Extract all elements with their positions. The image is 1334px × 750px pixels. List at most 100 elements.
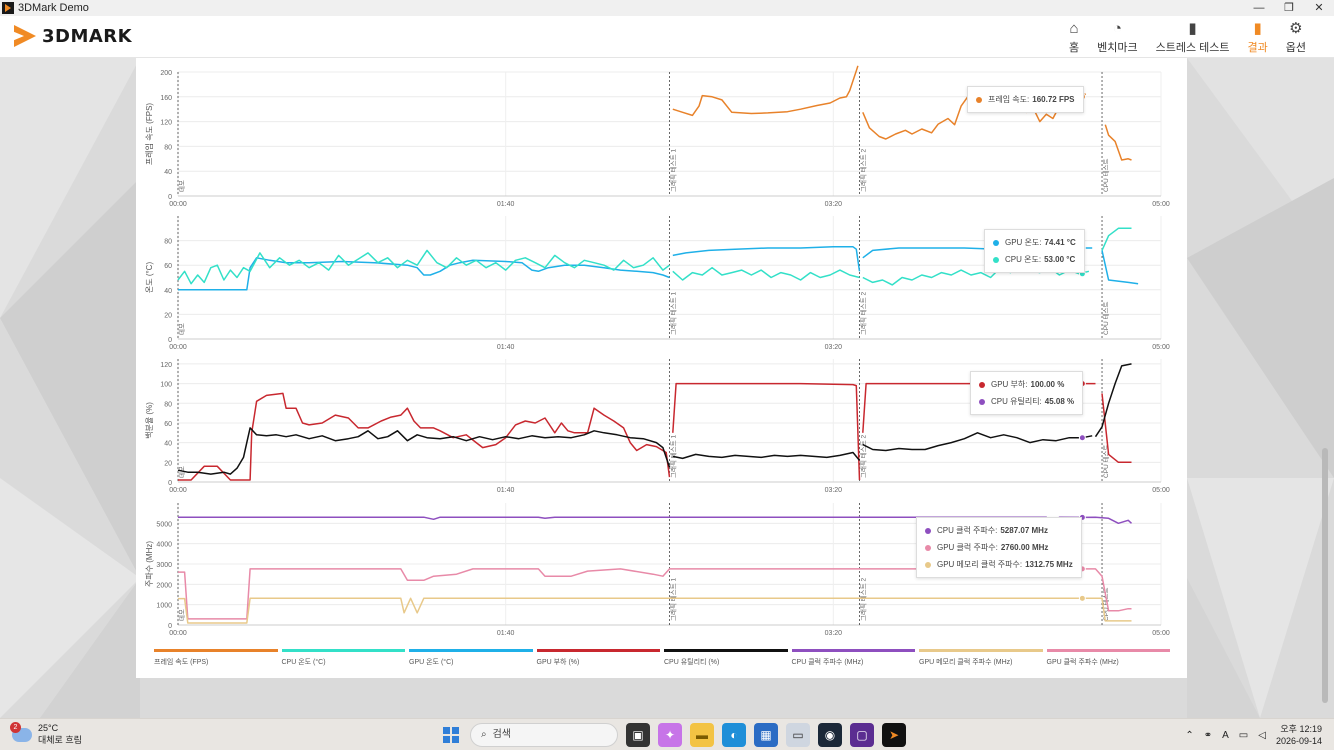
clock[interactable]: 오후 12:19 2026-09-14 [1276,723,1322,747]
stress-chart-icon: ▮ [1188,20,1197,37]
y-tick-label: 40 [164,288,172,295]
legend-color-bar [536,649,660,652]
steam-icon[interactable]: ◉ [818,723,842,747]
logo[interactable]: 3DMARK [12,21,132,51]
language-indicator[interactable]: A [1222,729,1229,741]
bottom-legend-item[interactable]: 프레임 속도 (FPS) [154,649,278,667]
x-tick-label: 01:40 [497,487,515,494]
taskbar-search[interactable]: ⌕ 검색 [470,723,618,747]
panel-legend-1: GPU 온도: 74.41 °C CPU 온도: 53.00 °C [984,229,1085,273]
3dmark-taskbar-icon[interactable]: ➤ [882,723,906,747]
x-tick-label: 03:20 [825,630,843,637]
y-tick-label: 80 [164,239,172,246]
y-tick-label: 100 [160,382,172,389]
browser-window-icon[interactable]: ▭ [786,723,810,747]
bottom-legend-item[interactable]: GPU 메모리 클럭 주파수 (MHz) [919,649,1043,667]
y-tick-label: 20 [164,312,172,319]
legend-dot [993,256,999,263]
cursor-dot [1078,594,1086,602]
bottom-legend-item[interactable]: GPU 부하 (%) [536,649,660,667]
x-tick-label: 01:40 [497,344,515,351]
nav-item-1[interactable]: ◔ 벤치마크 [1097,19,1137,55]
minimize-button[interactable]: — [1253,2,1265,14]
legend-color-bar [409,649,533,652]
nav-item-0[interactable]: ⌂ 홈 [1069,19,1079,55]
series-line-gpu_clock [178,568,1132,620]
legend-value: 53.00 °C [1044,255,1076,264]
bottom-legend-label: CPU 유틸리티 (%) [664,659,720,666]
legend-color-bar [1046,649,1170,652]
display-icon[interactable]: ▭ [1238,729,1249,741]
test-marker-label: 그래픽 테스트 1 [669,292,678,335]
weather-widget[interactable]: 2 25°C 대체로 흐림 [10,721,82,746]
y-tick-label: 200 [160,70,172,77]
y-tick-label: 60 [164,263,172,270]
x-tick-label: 03:20 [825,201,843,208]
legend-value: 100.00 % [1030,380,1065,389]
series-line-gpu_load [178,392,671,481]
series-line-cpu_temp [1101,227,1132,251]
bottom-legend-label: GPU 온도 (°C) [409,659,454,666]
series-line-cpu_util [672,451,861,461]
taskview-icon[interactable]: ▣ [626,723,650,747]
bottom-legend-item[interactable]: CPU 유틸리티 (%) [664,649,788,667]
legend-color-bar [919,649,1043,652]
notification-badge: 2 [10,721,21,733]
volume-icon[interactable]: ◁ [1258,729,1266,741]
legend-dot [979,381,985,388]
legend-value: 45.08 % [1044,397,1075,406]
legend-row: CPU 유틸리티: 45.08 % [979,393,1074,410]
y-tick-label: 4000 [156,542,172,549]
y-tick-label: 20 [164,460,172,467]
nav-item-2[interactable]: ▮ 스트레스 테스트 [1156,19,1230,55]
y-tick-label: 0 [168,194,172,201]
x-tick-label: 05:00 [1152,487,1170,494]
copilot-icon[interactable]: ✦ [658,723,682,747]
nav-item-4[interactable]: ⚙ 옵션 [1286,19,1306,55]
x-tick-label: 05:00 [1152,201,1170,208]
legend-label: GPU 부하: [991,380,1028,389]
bottom-legend-item[interactable]: GPU 클럭 주파수 (MHz) [1046,649,1170,667]
app-header: 3DMARK ⌂ 홈 ◔ 벤치마크 ▮ 스트레스 테스트 ▮ 결과 ⚙ 옵션 [0,16,1334,58]
maximize-button[interactable]: ❐ [1284,2,1294,14]
scrollbar-thumb[interactable] [1322,448,1328,703]
test-marker-label: 그래픽 테스트 2 [859,149,868,192]
bottom-legend-label: CPU 온도 (°C) [281,659,326,666]
y-tick-label: 0 [168,337,172,344]
legend-value: 160.72 FPS [1032,95,1075,104]
start-button[interactable] [440,724,462,746]
bottom-legend-label: GPU 클럭 주파수 (MHz) [1046,659,1119,666]
close-button[interactable]: ✕ [1314,2,1324,14]
clock-date: 2026-09-14 [1275,736,1322,746]
bottom-legend-item[interactable]: CPU 온도 (°C) [281,649,405,667]
y-tick-label: 120 [160,362,172,369]
test-marker-label: 그래픽 테스트 2 [859,292,868,335]
y-tick-label: 120 [160,120,172,127]
nav-item-label: 결과 [1247,42,1268,54]
bottom-legend-label: 프레임 속도 (FPS) [154,659,209,666]
series-line-cpu_util [1094,363,1132,438]
cloud-icon: 2 [10,721,32,742]
nav-item-3[interactable]: ▮ 결과 [1248,19,1268,55]
x-tick-label: 03:20 [825,487,843,494]
scrollbar[interactable] [1320,58,1330,718]
edge-icon[interactable]: ◐ [722,723,746,747]
network-icon[interactable]: ⚭ [1203,729,1213,741]
test-marker-label: 데모 [178,180,186,192]
taskbar: 2 25°C 대체로 흐림 ⌕ 검색 ▣ ✦ ▬ ◐ ▦ ▭ ◉ ▢ ➤ ⌃ ⚭ … [0,718,1334,750]
legend-row: CPU 클럭 주파수: 5287.07 MHz [925,522,1073,539]
test-marker-label: CPU 테스트 [1102,588,1110,621]
bottom-legend-item[interactable]: GPU 온도 (°C) [409,649,533,667]
test-marker-label: 그래픽 테스트 1 [669,149,678,192]
app-purple-icon[interactable]: ▢ [850,723,874,747]
legend-row: GPU 클럭 주파수: 2760.00 MHz [925,539,1073,556]
bottom-legend-item[interactable]: CPU 클럭 주파수 (MHz) [791,649,915,667]
file-explorer-icon[interactable]: ▬ [690,723,714,747]
y-tick-label: 40 [164,169,172,176]
chevron-up-icon[interactable]: ⌃ [1185,729,1194,741]
series-line-gpu_load [672,382,861,481]
test-marker-label: 그래픽 테스트 2 [859,435,868,478]
weather-temp: 25°C [38,723,59,733]
nav-item-label: 옵션 [1285,42,1306,54]
store-icon[interactable]: ▦ [754,723,778,747]
